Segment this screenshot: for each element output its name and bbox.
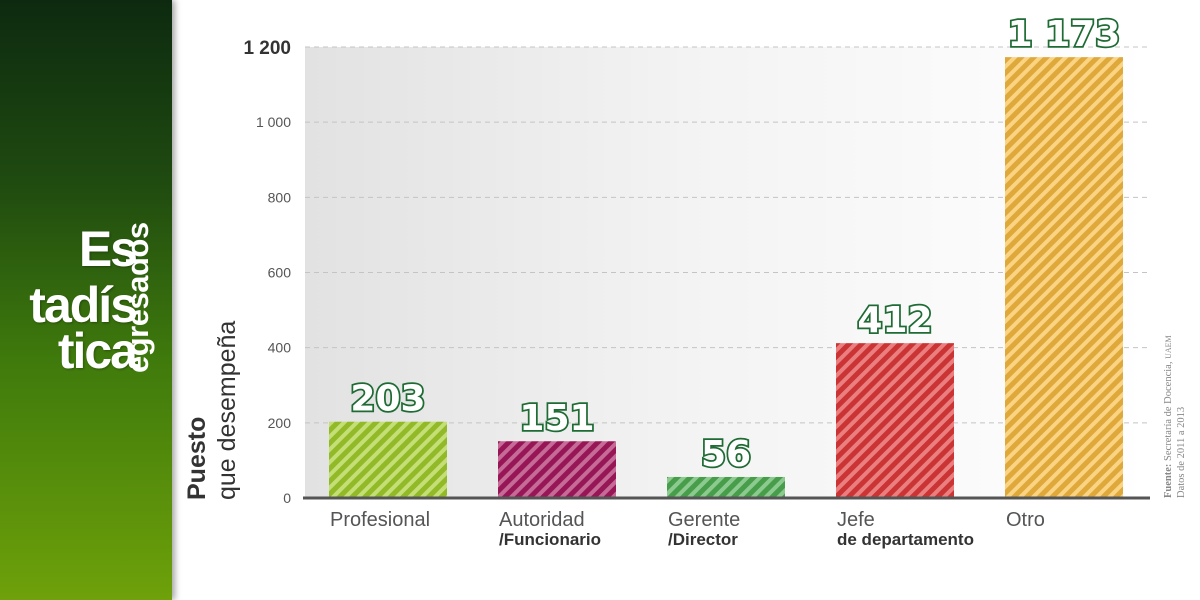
y-tick-label: 600 (268, 265, 292, 281)
value-label-2: 56 (701, 434, 751, 475)
y-tick-label: 1 200 (243, 38, 291, 59)
category-sublabel-1: /Funcionario (499, 530, 601, 549)
category-labels: Profesional Autoridad/Funcionario Gerente/… (330, 509, 1045, 549)
brand-line-2: tadís (29, 277, 138, 333)
brand-line-1: Es (78, 221, 138, 277)
bar-4 (1005, 57, 1123, 499)
category-sublabel-3: de departamento (837, 530, 974, 549)
value-label-0: 203 (350, 379, 425, 420)
brand-line-3: tica (57, 323, 138, 379)
category-label-1: Autoridad (499, 509, 585, 531)
category-sublabel-2: /Director (668, 530, 738, 549)
bar-3 (836, 343, 954, 498)
category-label-3: Jefe (837, 509, 875, 531)
y-tick-labels: 0 200 400 600 800 1 000 1 200 (243, 38, 291, 506)
category-label-0: Profesional (330, 509, 430, 531)
category-label-2: Gerente (668, 509, 740, 531)
y-tick-label: 400 (268, 340, 292, 356)
y-tick-label: 800 (268, 189, 292, 205)
value-label-4: 1 173 (1008, 14, 1121, 55)
bar-2 (667, 476, 785, 498)
value-labels: 203 151 56 412 1 173 (349, 12, 1122, 476)
value-label-1: 151 (519, 398, 594, 439)
y-tick-label: 0 (283, 490, 291, 506)
value-label-3: 412 (857, 300, 932, 341)
bar-0 (329, 421, 447, 498)
bar-1 (498, 441, 616, 498)
y-tick-label: 200 (268, 415, 292, 431)
bars (329, 57, 1123, 499)
category-label-4: Otro (1006, 509, 1045, 531)
y-tick-label: 1 000 (256, 114, 291, 130)
side-panel: Es tadís tica egresados (0, 0, 172, 600)
